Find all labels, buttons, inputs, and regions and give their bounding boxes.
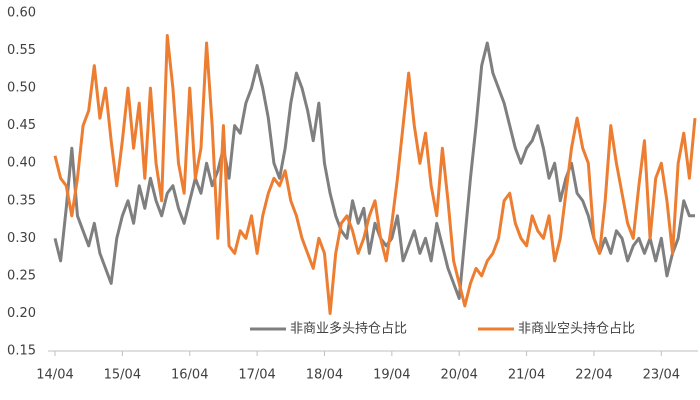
x-tick-label: 17/04 — [238, 368, 275, 383]
x-tick-label: 22/04 — [575, 368, 612, 383]
legend-label: 非商业空头持仓占比 — [518, 322, 635, 337]
y-tick-label: 0.30 — [7, 231, 36, 246]
y-tick-label: 0.25 — [7, 268, 36, 283]
y-tick-label: 0.35 — [7, 193, 36, 208]
x-tick-label: 18/04 — [306, 368, 343, 383]
y-tick-label: 0.55 — [7, 43, 36, 58]
series-line — [53, 41, 695, 300]
x-tick-label: 20/04 — [440, 368, 477, 383]
y-tick-label: 0.40 — [7, 156, 36, 171]
x-tick-label: 23/04 — [643, 368, 680, 383]
legend-label: 非商业多头持仓占比 — [290, 321, 407, 337]
x-tick-label: 21/04 — [508, 368, 545, 383]
y-tick-label: 0.15 — [7, 344, 36, 359]
y-tick-label: 0.45 — [7, 118, 36, 133]
x-tick-label: 14/04 — [36, 368, 73, 383]
y-tick-label: 0.50 — [7, 81, 36, 96]
y-tick-label: 0.60 — [7, 6, 36, 21]
x-tick-label: 15/04 — [104, 368, 141, 383]
series-line — [53, 34, 697, 315]
x-tick-label: 19/04 — [373, 368, 410, 383]
y-tick-label: 0.20 — [7, 306, 36, 321]
x-tick-label: 16/04 — [171, 368, 208, 383]
